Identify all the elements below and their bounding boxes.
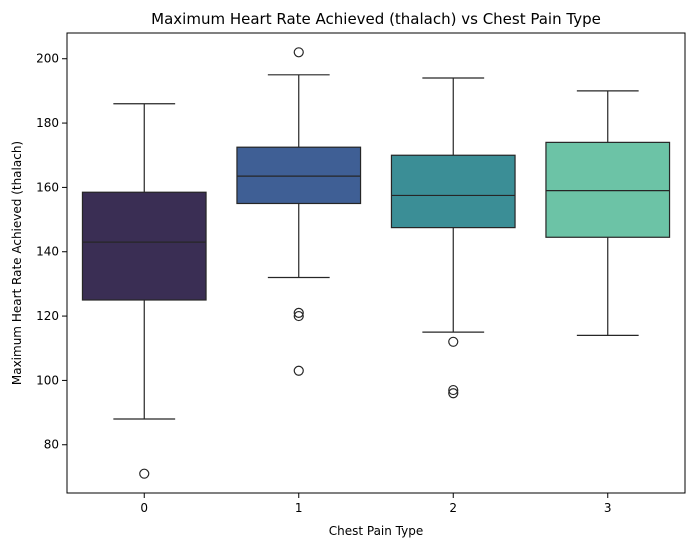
outlier-point: [293, 310, 304, 322]
outlier-point: [293, 307, 304, 318]
y-axis: 80 100 120 140 160 180 200: [36, 52, 67, 452]
box-3: [545, 141, 671, 238]
x-tick-label: 2: [449, 501, 457, 515]
x-tick-label: 1: [295, 501, 303, 515]
x-tick-label: 0: [140, 501, 148, 515]
outlier-point: [139, 468, 150, 479]
box-group-0: [81, 103, 207, 479]
outlier-point: [293, 365, 304, 376]
x-axis: 0 1 2 3: [140, 493, 612, 515]
plot-frame: [66, 32, 686, 494]
y-tick-label: 200: [36, 52, 59, 66]
box-group-2: [390, 77, 516, 399]
y-tick-label: 100: [36, 373, 59, 387]
x-tick-label: 3: [604, 501, 612, 515]
box-2: [390, 154, 516, 229]
chart-title: Maximum Heart Rate Achieved (thalach) vs…: [151, 10, 601, 28]
y-tick-label: 140: [36, 245, 59, 259]
y-tick-label: 180: [36, 116, 59, 130]
outlier-point: [448, 384, 459, 396]
y-tick-label: 160: [36, 180, 59, 194]
outlier-point: [448, 336, 459, 347]
box-1: [236, 146, 362, 205]
x-axis-label: Chest Pain Type: [329, 524, 424, 538]
y-tick-label: 120: [36, 309, 59, 323]
outlier-point: [293, 47, 304, 58]
outlier-point: [448, 388, 459, 399]
box-0: [81, 191, 207, 301]
y-tick-label: 80: [44, 438, 59, 452]
y-axis-label: Maximum Heart Rate Achieved (thalach): [10, 141, 24, 385]
box-group-3: [545, 90, 671, 336]
box-group-1: [236, 47, 362, 376]
plot-area: [81, 47, 671, 479]
